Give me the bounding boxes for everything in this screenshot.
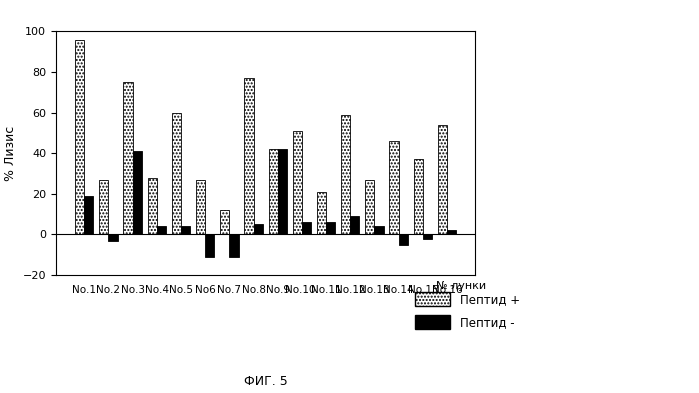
Bar [302,222,311,235]
Bar [123,82,133,235]
Bar [423,235,432,239]
Bar [254,224,263,235]
Bar [389,141,398,235]
Bar [172,113,181,235]
Bar [147,178,157,235]
Bar [220,210,229,235]
Bar [447,230,456,235]
Bar [375,226,384,235]
Bar [75,40,84,235]
Bar [133,151,142,235]
Bar [350,216,359,235]
Bar [108,235,117,241]
Text: № лунки: № лунки [435,281,486,291]
Bar [414,160,423,235]
Bar [317,192,326,235]
Bar [196,180,205,235]
Bar [398,235,408,244]
Bar [181,226,190,235]
Bar [341,115,350,235]
Bar [229,235,238,257]
Bar [268,149,278,235]
Bar [366,180,375,235]
Text: ФИГ. 5: ФИГ. 5 [244,375,287,388]
Bar [245,78,254,235]
Y-axis label: % Лизис: % Лизис [4,126,17,181]
Bar [293,131,302,235]
Bar [157,226,166,235]
Bar [278,149,287,235]
Bar [205,235,215,257]
Legend: Пептид +, Пептид -: Пептид +, Пептид - [411,288,524,332]
Bar [99,180,108,235]
Bar [438,125,447,235]
Bar [84,196,94,235]
Bar [326,222,336,235]
